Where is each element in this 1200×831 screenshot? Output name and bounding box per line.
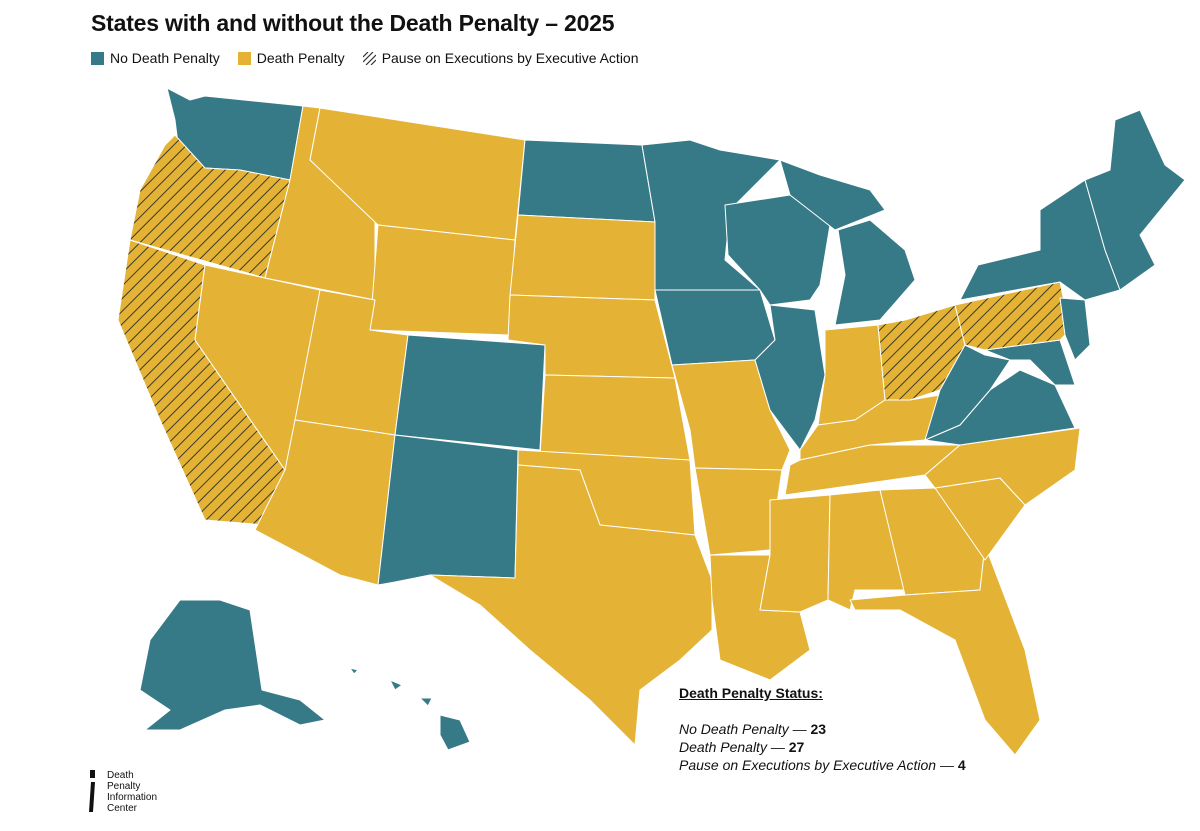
state-michigan [834, 219, 916, 326]
state-west-virginia [924, 344, 1011, 441]
legend-item-death-penalty: Death Penalty [237, 50, 345, 66]
state-new-england [1084, 109, 1186, 291]
stats-value: 4 [957, 757, 966, 773]
state-texas [429, 464, 713, 746]
legend-label: Pause on Executions by Executive Action [381, 50, 639, 66]
stats-heading: Death Penalty Status: [679, 685, 823, 701]
state-mississippi [759, 494, 831, 613]
legend-label: No Death Penalty [110, 50, 220, 66]
logo-mark-icon [89, 770, 95, 812]
stats-row-pause: Pause on Executions by Executive Action … [679, 756, 966, 774]
state-arkansas [694, 467, 783, 556]
legend: No Death Penalty Death Penalty Pause on … [91, 50, 657, 66]
state-iowa [654, 289, 776, 366]
logo-text-line: Center [107, 803, 138, 814]
logo-text-line: Death [107, 770, 134, 781]
legend-swatch-death-penalty [237, 51, 251, 65]
dpic-logo: Death Penalty Information Center [87, 770, 157, 814]
state-wyoming [369, 224, 516, 336]
state-new-mexico [377, 434, 519, 586]
stats-row-no-death-penalty: No Death Penalty — 23 [679, 720, 966, 738]
state-south-dakota [509, 214, 656, 301]
state-north-dakota [517, 139, 656, 223]
stats-label: Pause on Executions by Executive Action … [679, 757, 958, 773]
logo-text-line: Penalty [107, 781, 141, 792]
state-alaska [139, 599, 326, 731]
state-hawaii [349, 667, 471, 751]
legend-swatch-no-death-penalty [91, 51, 104, 65]
legend-item-pause: Pause on Executions by Executive Action [362, 50, 639, 66]
state-colorado [394, 334, 546, 451]
state-michigan-up [779, 159, 886, 231]
legend-label: Death Penalty [256, 50, 345, 66]
page-title: States with and without the Death Penalt… [91, 10, 615, 36]
stats-value: 23 [810, 721, 827, 737]
state-florida [849, 544, 1041, 756]
legend-swatch-pause [362, 51, 376, 65]
stats-label: No Death Penalty — [679, 721, 811, 737]
stats-row-death-penalty: Death Penalty — 27 [679, 738, 966, 756]
logo-text-line: Information [107, 792, 158, 803]
stats-label: Death Penalty — [679, 739, 789, 755]
stats-box: Death Penalty Status: No Death Penalty —… [679, 684, 966, 774]
state-kansas [539, 374, 691, 461]
state-new-jersey [1059, 297, 1091, 361]
stats-value: 27 [788, 739, 805, 755]
legend-item-no-death-penalty: No Death Penalty [91, 50, 220, 66]
